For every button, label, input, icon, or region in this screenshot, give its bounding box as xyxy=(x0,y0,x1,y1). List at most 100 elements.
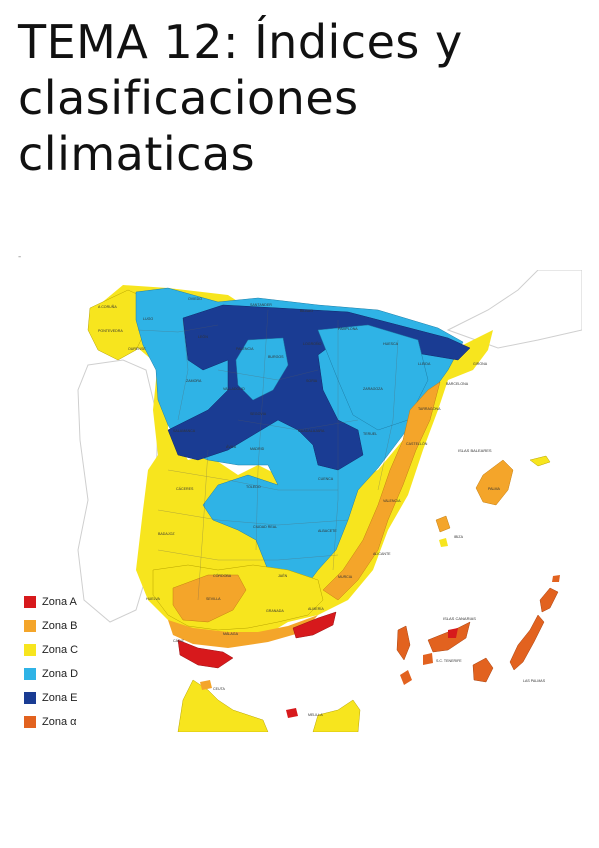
map-labels: ISLAS BALEARES ISLAS CANARIAS A CORUÑA O… xyxy=(98,297,546,717)
label-baleares: ISLAS BALEARES xyxy=(458,448,492,453)
legend-label: Zona B xyxy=(42,620,78,632)
label-burgos: BURGOS xyxy=(268,355,284,359)
page-title: TEMA 12: Índices y clasificaciones clima… xyxy=(18,15,463,181)
zone-b-east-coast xyxy=(322,381,441,601)
label-guadalajara: GUADALAJARA xyxy=(298,429,325,433)
legend-swatch xyxy=(24,596,36,608)
zone-legend: Zona A Zona B Zona C Zona D Zona E Zona … xyxy=(24,590,114,734)
label-cuenca: CUENCA xyxy=(318,477,334,481)
label-valencia: VALENCIA xyxy=(383,499,401,503)
label-tarragona: TARRAGONA xyxy=(418,407,441,411)
zone-alpha-la-palma xyxy=(396,625,411,661)
label-ceuta: CEUTA xyxy=(213,687,226,691)
legend-label: Zona α xyxy=(42,716,77,728)
label-palencia: PALENCIA xyxy=(236,347,254,351)
label-almeria: ALMERÍA xyxy=(308,607,324,611)
label-valladolid: VALLADOLID xyxy=(223,387,245,391)
france-outline xyxy=(446,270,582,349)
legend-item-zona-c: Zona C xyxy=(24,638,114,662)
zone-c-melilla xyxy=(312,699,361,732)
label-coruna: A CORUÑA xyxy=(98,304,117,309)
label-cordoba: CÓRDOBA xyxy=(213,573,232,578)
label-tenerife: S.C. TENERIFE xyxy=(436,659,462,663)
legend-swatch xyxy=(24,620,36,632)
label-zamora: ZAMORA xyxy=(186,379,202,383)
label-malaga: MÁLAGA xyxy=(223,632,239,636)
zone-a-almeria xyxy=(292,611,337,639)
zone-d-patch-east xyxy=(317,324,429,431)
zone-b-sevilla xyxy=(172,574,247,623)
label-salamanca: SALAMANCA xyxy=(173,429,196,433)
label-huesca: HUESCA xyxy=(383,342,399,346)
zone-b-south-coast xyxy=(168,615,318,648)
label-ciudad-real: CIUDAD REAL xyxy=(253,525,277,529)
label-melilla: MELILLA xyxy=(308,713,323,717)
zone-d-patch-north xyxy=(235,337,289,401)
zone-a-malaga xyxy=(177,639,234,669)
label-santander: SANTANDER xyxy=(250,303,272,307)
stray-mark: - xyxy=(18,252,22,262)
zone-b-mallorca xyxy=(475,459,514,506)
label-avila: ÁVILA xyxy=(226,445,237,449)
legend-item-zona-d: Zona D xyxy=(24,662,114,686)
label-caceres: CÁCERES xyxy=(176,487,194,491)
legend-label: Zona C xyxy=(42,644,79,656)
spain-map-svg: ISLAS BALEARES ISLAS CANARIAS A CORUÑA O… xyxy=(77,270,582,732)
zone-alpha-gran-canaria xyxy=(472,657,494,683)
label-pontevedra: PONTEVEDRA xyxy=(98,329,123,333)
label-toledo: TOLEDO xyxy=(246,485,261,489)
label-granada: GRANADA xyxy=(266,609,284,613)
label-leon: LEÓN xyxy=(198,334,208,339)
label-girona: GIRONA xyxy=(473,362,488,366)
label-jaen: JAÉN xyxy=(278,573,288,578)
zone-alpha-el-hierro xyxy=(400,670,412,685)
label-pamplona: PAMPLONA xyxy=(338,327,358,331)
zone-alpha-lanzarote xyxy=(539,587,559,613)
label-lugo: LUGO xyxy=(143,317,153,321)
label-zaragoza: ZARAGOZA xyxy=(363,387,383,391)
zone-alpha-fuerteventura xyxy=(509,614,545,671)
climate-zone-map: ISLAS BALEARES ISLAS CANARIAS A CORUÑA O… xyxy=(18,270,582,732)
zone-c-ibiza xyxy=(435,515,451,533)
legend-item-zona-e: Zona E xyxy=(24,686,114,710)
label-bilbao: BILBAO xyxy=(300,309,313,313)
zone-a-melilla-dot xyxy=(286,708,298,718)
legend-item-zona-a: Zona A xyxy=(24,590,114,614)
legend-label: Zona E xyxy=(42,692,78,704)
label-logrono: LOGROÑO xyxy=(303,341,322,346)
zone-b-ceuta-dot xyxy=(200,680,212,690)
zone-c-menorca xyxy=(529,455,551,467)
label-sevilla: SEVILLA xyxy=(206,597,221,601)
legend-item-zona-b: Zona B xyxy=(24,614,114,638)
province-lines xyxy=(137,309,399,601)
legend-label: Zona D xyxy=(42,668,79,680)
label-alicante: ALICANTE xyxy=(373,552,391,556)
legend-swatch xyxy=(24,692,36,704)
label-murcia: MURCIA xyxy=(338,575,353,579)
label-palma: PALMA xyxy=(488,487,501,491)
zone-alpha-la-gomera xyxy=(423,653,433,665)
label-teruel: TERUEL xyxy=(363,432,377,436)
zone-c-formentera xyxy=(439,538,448,547)
label-albacete: ALBACETE xyxy=(318,529,337,533)
legend-label: Zona A xyxy=(42,596,77,608)
legend-swatch xyxy=(24,668,36,680)
legend-item-zona-alpha: Zona α xyxy=(24,710,114,734)
zone-alpha-graciosa xyxy=(552,575,560,582)
label-segovia: SEGOVIA xyxy=(250,412,267,416)
zone-c-region xyxy=(93,285,493,642)
label-cadiz: CÁDIZ xyxy=(173,639,185,643)
label-las-palmas: LAS PALMAS xyxy=(523,679,546,683)
label-canarias: ISLAS CANARIAS xyxy=(443,616,476,621)
label-castellon: CASTELLÓN xyxy=(406,441,428,446)
zone-c-galicia xyxy=(87,289,151,361)
label-oviedo: OVIEDO xyxy=(188,297,202,301)
legend-swatch xyxy=(24,716,36,728)
label-badajoz: BADAJOZ xyxy=(158,532,175,536)
zone-a-tenerife-peak xyxy=(448,628,458,638)
legend-swatch xyxy=(24,644,36,656)
label-madrid: MADRID xyxy=(250,447,265,451)
label-lleida: LLEIDA xyxy=(418,362,431,366)
label-ibiza: IBIZA xyxy=(454,535,464,539)
zone-c-ceuta xyxy=(177,679,269,732)
